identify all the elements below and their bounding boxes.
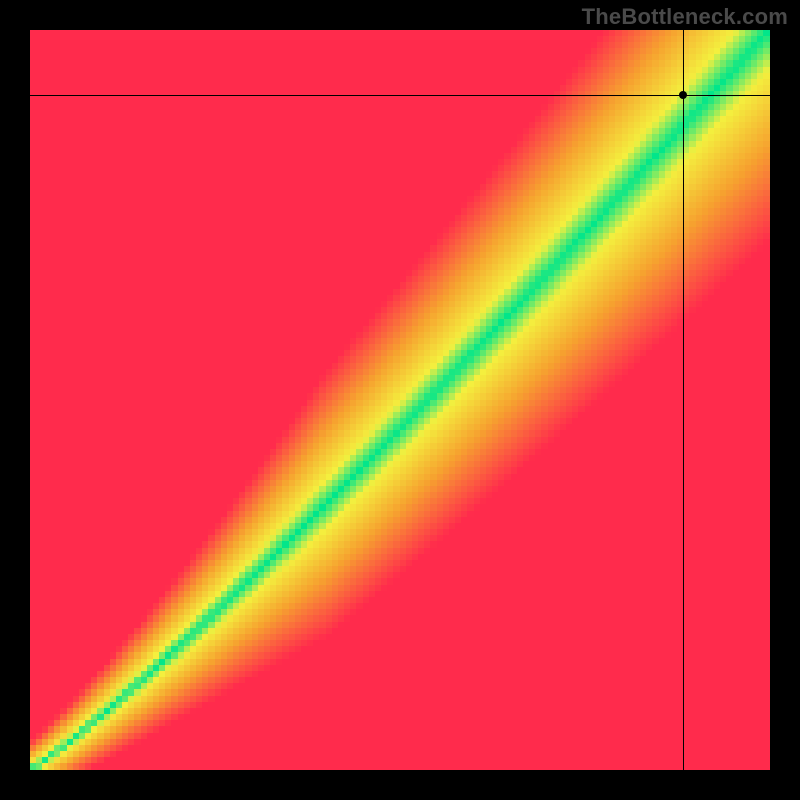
crosshair-marker [679, 91, 687, 99]
heatmap-plot [30, 30, 770, 770]
watermark-text: TheBottleneck.com [582, 4, 788, 30]
heatmap-canvas [30, 30, 770, 770]
figure-root: TheBottleneck.com [0, 0, 800, 800]
crosshair-vertical [683, 30, 684, 770]
crosshair-horizontal [30, 95, 770, 96]
